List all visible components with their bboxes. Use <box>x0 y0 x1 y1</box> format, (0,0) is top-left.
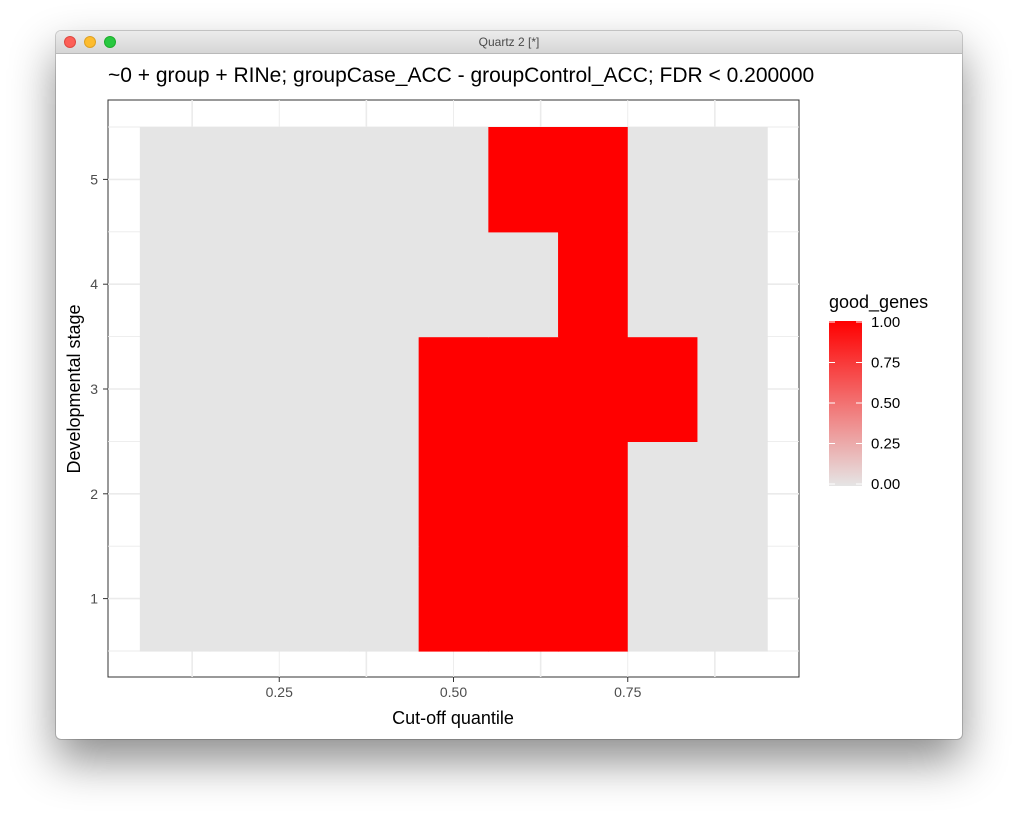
heatmap-tile <box>697 336 768 442</box>
heatmap-tile <box>279 231 350 338</box>
heatmap-tile <box>139 231 211 338</box>
y-axis-title: Developmental stage <box>64 304 84 473</box>
heatmap-tile <box>627 127 699 233</box>
heatmap-tile <box>558 127 629 233</box>
heatmap-tile <box>627 441 699 547</box>
heatmap-tile <box>697 546 768 652</box>
heatmap-tile <box>209 441 280 547</box>
heatmap-tile <box>209 231 280 338</box>
heatmap-tile <box>139 546 211 652</box>
heatmap-tile <box>139 127 211 233</box>
window-title: Quartz 2 [*] <box>478 35 540 49</box>
heatmap-tile <box>418 441 489 547</box>
legend-tick-label: 0.75 <box>871 355 900 372</box>
close-button[interactable] <box>64 36 76 48</box>
heatmap-tile <box>348 336 420 442</box>
legend-title: good_genes <box>829 292 928 313</box>
quartz-window: Quartz 2 [*] ~0 + group + RINe; groupCas… <box>56 31 962 739</box>
x-axis-title: Cut-off quantile <box>392 708 514 728</box>
heatmap-tile <box>209 546 280 652</box>
heatmap-tile <box>627 336 699 442</box>
heatmap-tile <box>418 231 489 338</box>
y-tick-label: 3 <box>90 381 98 397</box>
heatmap-tile <box>488 336 559 442</box>
heatmap-tile <box>279 441 350 547</box>
y-tick-label: 4 <box>90 276 98 292</box>
legend-tick-label: 0.25 <box>871 436 900 453</box>
heatmap-tile <box>279 336 350 442</box>
heatmap-tile <box>348 441 420 547</box>
axes: 0.25 0.50 0.75 1 2 3 4 5 <box>90 171 641 700</box>
legend-tick-label: 0.50 <box>871 395 900 412</box>
heatmap-tile <box>558 546 629 652</box>
heatmap-tile <box>209 127 280 233</box>
zoom-button[interactable] <box>104 36 116 48</box>
legend-ticks: 1.00 0.75 0.50 0.25 0.00 <box>829 314 900 493</box>
title-bar[interactable]: Quartz 2 [*] <box>56 31 962 54</box>
heatmap-tile <box>558 336 629 442</box>
heatmap-tile <box>697 231 768 338</box>
heatmap-tile <box>348 127 420 233</box>
heatmap-tile <box>697 441 768 547</box>
heatmap-tile <box>139 336 211 442</box>
x-tick-label: 0.50 <box>440 684 467 700</box>
minimize-button[interactable] <box>84 36 96 48</box>
x-tick-label: 0.25 <box>266 684 293 700</box>
heatmap-tile <box>488 231 559 338</box>
heatmap-tile <box>418 546 489 652</box>
y-tick-label: 5 <box>90 171 98 187</box>
heatmap-tile <box>488 441 559 547</box>
heatmap-tile <box>209 336 280 442</box>
heatmap-tiles <box>139 127 768 652</box>
heatmap-tile <box>279 546 350 652</box>
heatmap-tile <box>558 441 629 547</box>
heatmap-tile <box>348 546 420 652</box>
heatmap-tile <box>488 546 559 652</box>
heatmap-tile <box>488 127 559 233</box>
legend: good_genes 1.00 0.75 0.50 0.25 0.00 <box>829 292 928 493</box>
y-tick-label: 2 <box>90 486 98 502</box>
x-tick-label: 0.75 <box>614 684 641 700</box>
legend-tick-label: 0.00 <box>871 476 900 493</box>
heatmap-tile <box>558 231 629 338</box>
heatmap-tile <box>627 546 699 652</box>
heatmap-tile <box>627 231 699 338</box>
heatmap-tile <box>139 441 211 547</box>
legend-tick-label: 1.00 <box>871 314 900 331</box>
heatmap-tile <box>418 336 489 442</box>
heatmap-tile <box>348 231 420 338</box>
heatmap-tile <box>418 127 489 233</box>
chart-title: ~0 + group + RINe; groupCase_ACC - group… <box>108 64 814 87</box>
heatmap-tile <box>279 127 350 233</box>
y-tick-label: 1 <box>90 591 98 607</box>
heatmap-chart: ~0 + group + RINe; groupCase_ACC - group… <box>64 64 928 728</box>
heatmap-tile <box>697 127 768 233</box>
